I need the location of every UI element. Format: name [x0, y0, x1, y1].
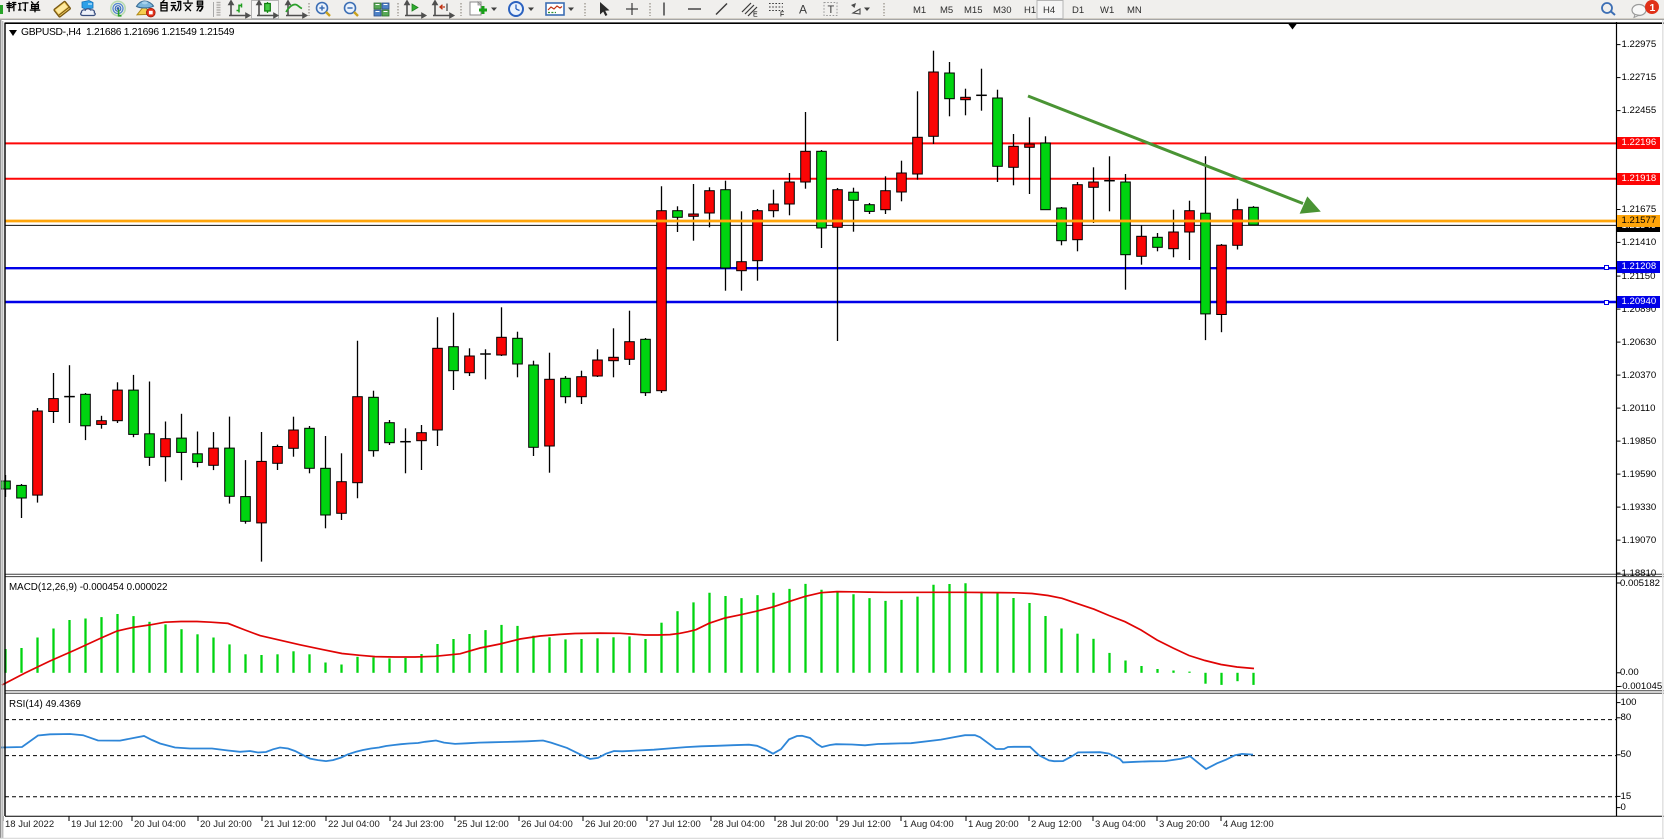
svg-text:M30: M30 [993, 5, 1011, 16]
svg-text:H4: H4 [1043, 5, 1055, 16]
svg-text:MN: MN [1127, 5, 1142, 16]
svg-text:M5: M5 [940, 5, 953, 16]
svg-text:D1: D1 [1072, 5, 1084, 16]
svg-text:1: 1 [1650, 2, 1656, 14]
svg-text:F: F [780, 12, 784, 19]
svg-text:T: T [828, 4, 835, 16]
svg-text:W1: W1 [1100, 5, 1114, 16]
svg-text:H1: H1 [1024, 5, 1036, 16]
svg-text:A: A [799, 3, 807, 17]
svg-text:E: E [753, 12, 758, 19]
svg-text:M15: M15 [964, 5, 982, 16]
svg-text:M1: M1 [913, 5, 926, 16]
